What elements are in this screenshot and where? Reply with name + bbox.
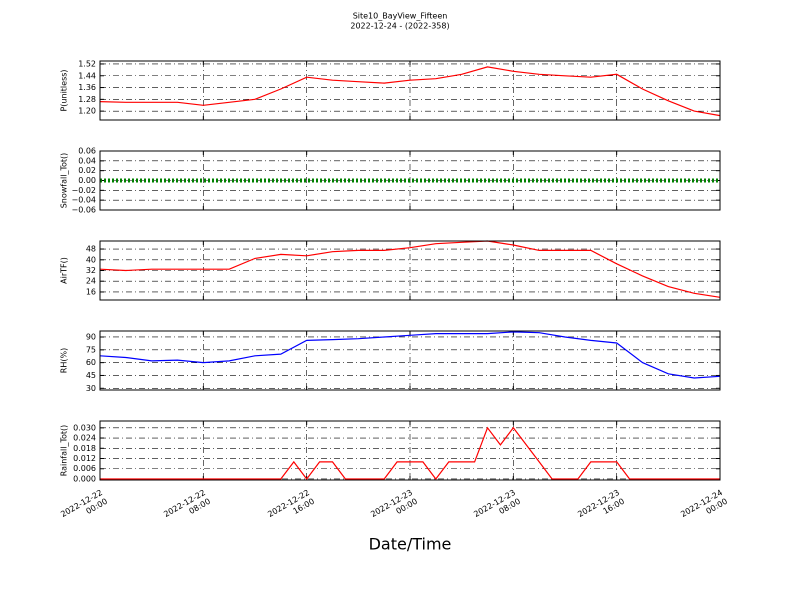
plot-frame <box>99 60 721 121</box>
plot-frame <box>99 150 721 211</box>
plot-frame <box>99 330 721 391</box>
data-line <box>99 240 721 298</box>
data-line <box>99 66 721 117</box>
plot-frame <box>99 240 721 301</box>
y-tick-label: 75 <box>86 345 96 354</box>
y-tick-label: 1.36 <box>78 83 96 92</box>
y-tick-label: 0.006 <box>73 464 96 473</box>
y-tick-label: 45 <box>86 371 96 380</box>
y-tick-label: 24 <box>86 277 96 286</box>
y-tick-label: 0.030 <box>73 423 96 432</box>
y-axis-label: Rainfall_Tot() <box>60 425 69 477</box>
y-tick-label: 90 <box>86 332 96 341</box>
y-tick-label: 40 <box>86 255 96 264</box>
y-tick-label: 16 <box>86 287 96 296</box>
y-tick-label: 0.000 <box>73 474 96 483</box>
plot-frame <box>99 420 721 481</box>
data-line <box>99 331 721 379</box>
y-axis-label: RH(%) <box>60 348 69 373</box>
y-tick-label: 32 <box>86 266 96 275</box>
y-tick-label: 1.52 <box>78 59 96 68</box>
y-tick-label: 30 <box>86 384 96 393</box>
y-tick-label: 0.012 <box>73 454 96 463</box>
y-tick-label: 0.00 <box>78 176 96 185</box>
y-axis-label: AirTF() <box>60 257 69 284</box>
y-tick-label: 0.018 <box>73 444 96 453</box>
y-tick-label: 0.02 <box>78 166 96 175</box>
y-tick-label: −0.02 <box>71 186 96 195</box>
y-tick-label: 1.20 <box>78 107 96 116</box>
y-tick-label: 0.06 <box>78 147 96 156</box>
y-tick-label: 48 <box>86 245 96 254</box>
x-axis-label: Date/Time <box>369 535 452 554</box>
y-tick-label: −0.06 <box>71 206 96 215</box>
y-tick-label: 0.024 <box>73 434 96 443</box>
y-tick-label: 60 <box>86 358 96 367</box>
chart-subtitle: 2022-12-24 - (2022-358) <box>350 22 449 31</box>
y-axis-label: P(unitless) <box>60 69 69 111</box>
y-tick-label: 0.04 <box>78 156 96 165</box>
y-tick-label: −0.04 <box>71 196 96 205</box>
chart-title: Site10_BayView_Fifteen <box>353 12 448 21</box>
data-line <box>100 426 720 480</box>
y-tick-label: 1.44 <box>78 71 96 80</box>
y-tick-label: 1.28 <box>78 95 96 104</box>
y-axis-label: Snowfall_Tot() <box>60 153 69 209</box>
